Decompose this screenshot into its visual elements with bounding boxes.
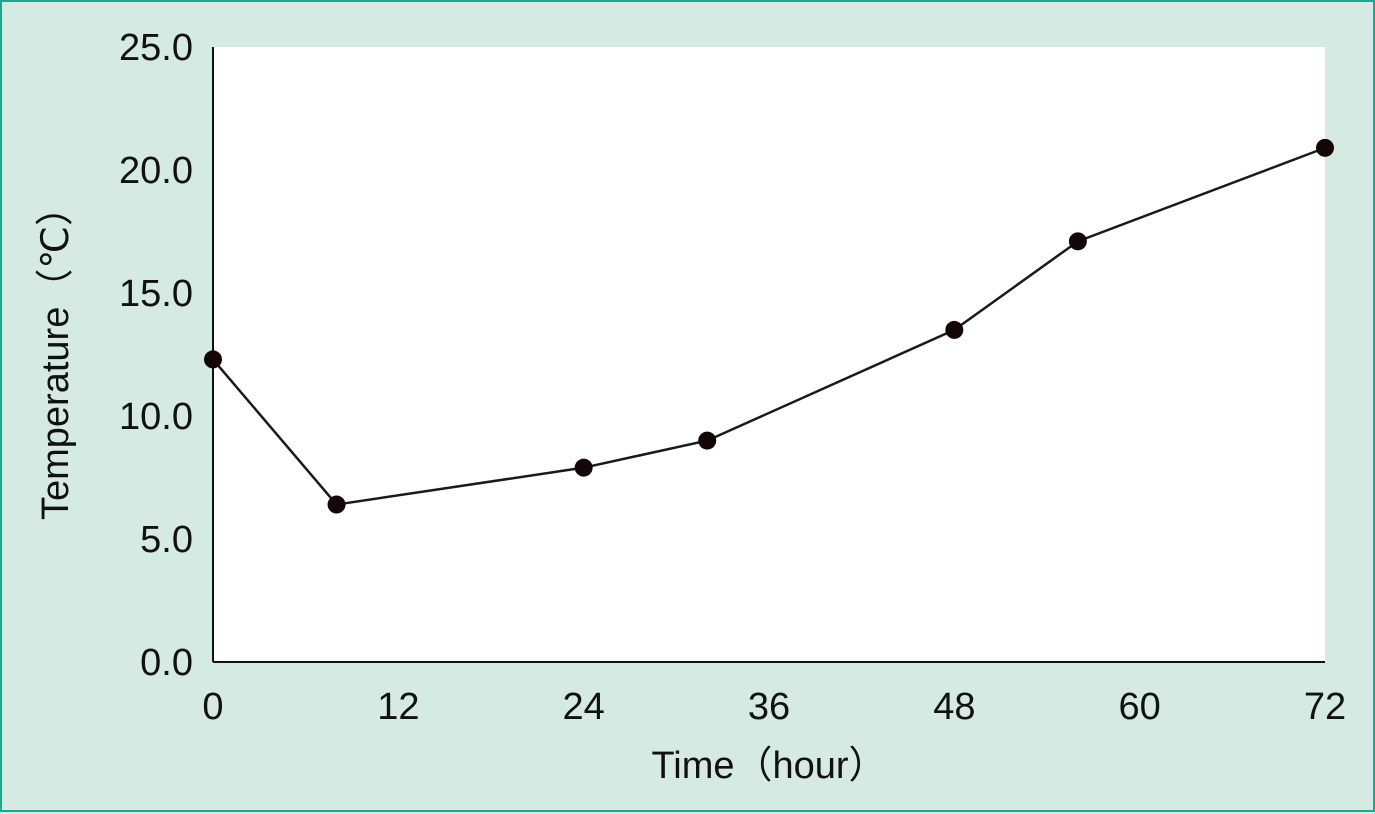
y-tick-label: 0.0 (140, 642, 193, 684)
data-point (204, 350, 222, 369)
y-axis-ticks: 0.0 5.0 10.0 15.0 20.0 25.0 (119, 27, 193, 684)
x-axis-title: Time（hour） (651, 745, 886, 787)
y-tick-label: 20.0 (119, 150, 193, 192)
x-tick-label: 12 (377, 686, 419, 728)
data-point (574, 458, 593, 477)
data-point (698, 431, 717, 450)
y-tick-label: 5.0 (140, 519, 193, 561)
x-tick-label: 60 (1119, 686, 1161, 728)
data-point (945, 320, 964, 339)
data-point (327, 495, 346, 514)
x-tick-label: 24 (563, 686, 605, 728)
x-tick-label: 36 (748, 686, 790, 728)
x-axis-ticks: 0 12 24 36 48 60 72 (202, 686, 1346, 728)
x-tick-label: 72 (1304, 686, 1346, 728)
y-tick-label: 15.0 (119, 273, 193, 315)
y-axis-title: Temperature（℃） (35, 188, 77, 520)
x-tick-label: 48 (933, 686, 975, 728)
series-layer (204, 138, 1334, 514)
x-tick-label: 0 (202, 686, 223, 728)
data-point (1068, 232, 1087, 251)
plot-area (213, 47, 1325, 662)
y-tick-label: 25.0 (119, 27, 193, 69)
y-tick-label: 10.0 (119, 396, 193, 438)
data-point (1316, 138, 1334, 157)
